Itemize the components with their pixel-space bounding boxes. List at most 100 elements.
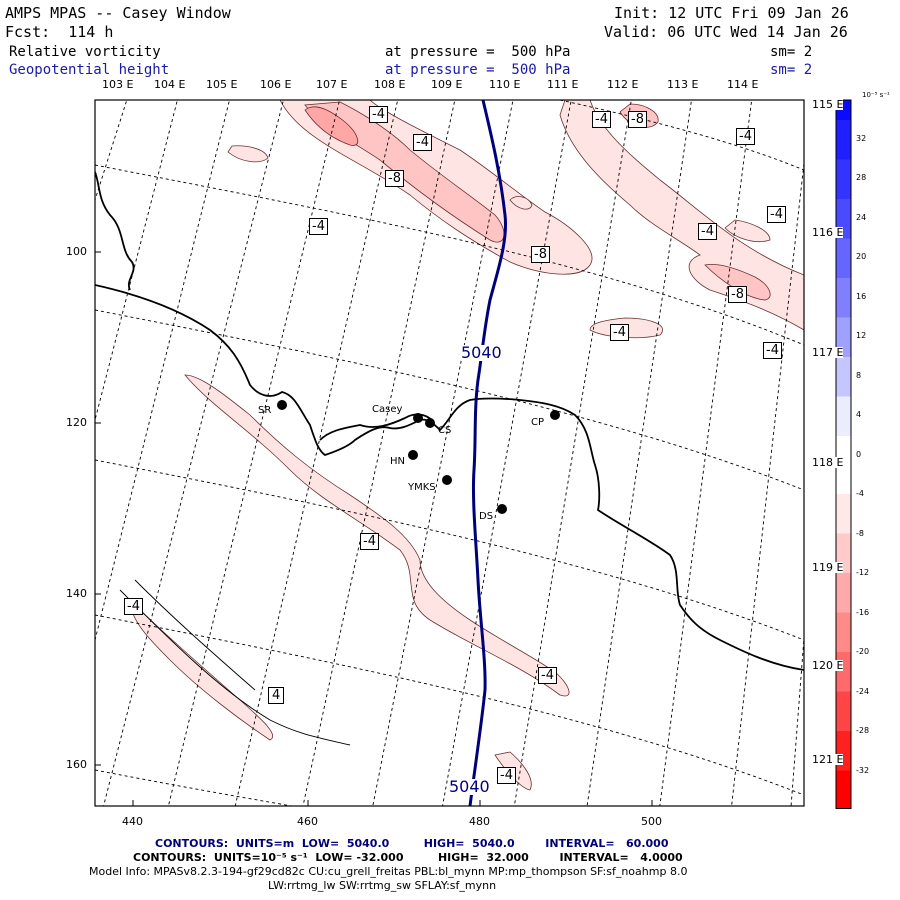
vort-contour: [119, 589, 351, 746]
lon-label: 113 E: [667, 78, 699, 91]
colorbar-tick: 8: [856, 371, 862, 380]
valid-time: Valid: 06 UTC Wed 14 Jan 26: [604, 23, 848, 41]
colorbar-unit: 10⁻⁵ s⁻¹: [862, 91, 890, 99]
lon-line: [659, 100, 753, 806]
vort-label: -4: [309, 218, 328, 235]
lon-label-right: 121 E: [812, 753, 844, 766]
plot-title: AMPS MPAS -- Casey Window: [5, 4, 231, 22]
station-label: DS: [479, 511, 494, 522]
vort-region-east: [704, 263, 771, 301]
lon-label: 105 E: [206, 78, 238, 91]
vort-label: -4: [124, 598, 143, 615]
colorbar-frame: [835, 99, 852, 809]
station-dots: [277, 400, 560, 514]
colorbar-swatch: [836, 396, 851, 436]
station-dot: [442, 475, 452, 485]
vort-label: -4: [763, 342, 782, 359]
lon-label: 107 E: [316, 78, 348, 91]
lon-line: [731, 159, 804, 806]
field1-name: Relative vorticity: [9, 44, 161, 60]
lat-line: [559, 100, 804, 171]
vort-region-band: [184, 374, 570, 697]
y-tick-label: 160: [66, 758, 87, 771]
axis-ticks: [95, 251, 653, 806]
station-dot: [425, 418, 435, 428]
x-tick-label: 500: [641, 815, 662, 828]
colorbar-tick: 20: [856, 252, 867, 261]
height-label: 5040: [449, 777, 490, 796]
lat-line: [95, 459, 804, 641]
vort-label: -4: [369, 106, 388, 123]
colorbar-tick: 16: [856, 292, 867, 301]
colorbar-swatch: [836, 436, 851, 494]
colorbar-tick: -12: [856, 568, 870, 577]
lon-line: [95, 100, 178, 421]
colorbar-swatch: [836, 278, 851, 318]
colorbar-tick: 32: [856, 134, 867, 143]
colorbar-swatch: [836, 573, 851, 613]
vort-label: -4: [538, 667, 557, 684]
vort-contour: [134, 579, 256, 691]
vort-label: -4: [413, 134, 432, 151]
coast-main: [95, 284, 804, 671]
lon-line: [234, 100, 399, 806]
coast-north: [95, 171, 135, 291]
vort-label: -8: [728, 286, 747, 303]
colorbar-swatch: [836, 238, 851, 278]
station-label: CP: [531, 417, 545, 428]
lon-label: 112 E: [607, 78, 639, 91]
lon-label: 108 E: [374, 78, 406, 91]
station-label: HN: [390, 456, 405, 467]
y-tick-label: 120: [66, 416, 87, 429]
colorbar-tick: -24: [856, 687, 870, 696]
colorbar-tick: 4: [856, 410, 862, 419]
graticule-lon: [95, 100, 804, 806]
footer-vort-contours: CONTOURS: UNITS=10⁻⁵ s⁻¹ LOW= -32.000 HI…: [133, 851, 683, 864]
x-tick-label: 460: [297, 815, 318, 828]
colorbar-tick: -20: [856, 647, 870, 656]
lon-label: 111 E: [547, 78, 579, 91]
vort-region-east2: [724, 219, 771, 243]
y-tick-label: 100: [66, 245, 87, 258]
lon-label-right: 115 E: [812, 98, 844, 111]
vort-region-small: [227, 145, 269, 163]
lon-line: [95, 100, 230, 641]
lon-line: [302, 100, 456, 806]
station-dot: [550, 410, 560, 420]
vort-label: -4: [767, 206, 786, 223]
field2-sm: sm= 2: [770, 62, 813, 78]
lon-line: [95, 100, 128, 201]
footer-model-info-2: LW:rrtmg_lw SW:rrtmg_sw SFLAY:sf_mynn: [268, 879, 497, 892]
vort-label: -4: [736, 128, 755, 145]
station-label: SR: [258, 405, 272, 416]
lon-label-right: 117 E: [812, 346, 844, 359]
vort-label: -4: [360, 533, 379, 550]
vort-label: -4: [497, 767, 516, 784]
x-tick-label: 480: [469, 815, 490, 828]
vort-label: -8: [531, 246, 550, 263]
colorbar-swatch: [836, 612, 851, 652]
station-dot: [408, 450, 418, 460]
lon-line: [790, 632, 804, 806]
graticule-lat: [95, 100, 804, 806]
colorbar-swatch: [836, 494, 851, 534]
colorbar-tick: 24: [856, 213, 867, 222]
lon-line: [442, 100, 572, 806]
lon-label-right: 118 E: [812, 456, 844, 469]
colorbar-tick: 28: [856, 173, 867, 182]
colorbar-swatch: [836, 691, 851, 731]
vort-label: -4: [698, 223, 717, 240]
vort-region-north-strong: [304, 106, 359, 146]
lat-line: [95, 614, 804, 796]
x-tick-label: 440: [122, 815, 143, 828]
height-label: 5040: [461, 343, 502, 362]
lon-label: 114 E: [727, 78, 759, 91]
station-dot: [497, 504, 507, 514]
colorbar-swatch: [836, 120, 851, 160]
init-time: Init: 12 UTC Fri 09 Jan 26: [614, 4, 849, 22]
lon-line: [167, 100, 341, 806]
station-label: YMKS: [408, 482, 436, 493]
height-contour-5040: [468, 100, 508, 806]
vort-label: -8: [628, 111, 647, 128]
